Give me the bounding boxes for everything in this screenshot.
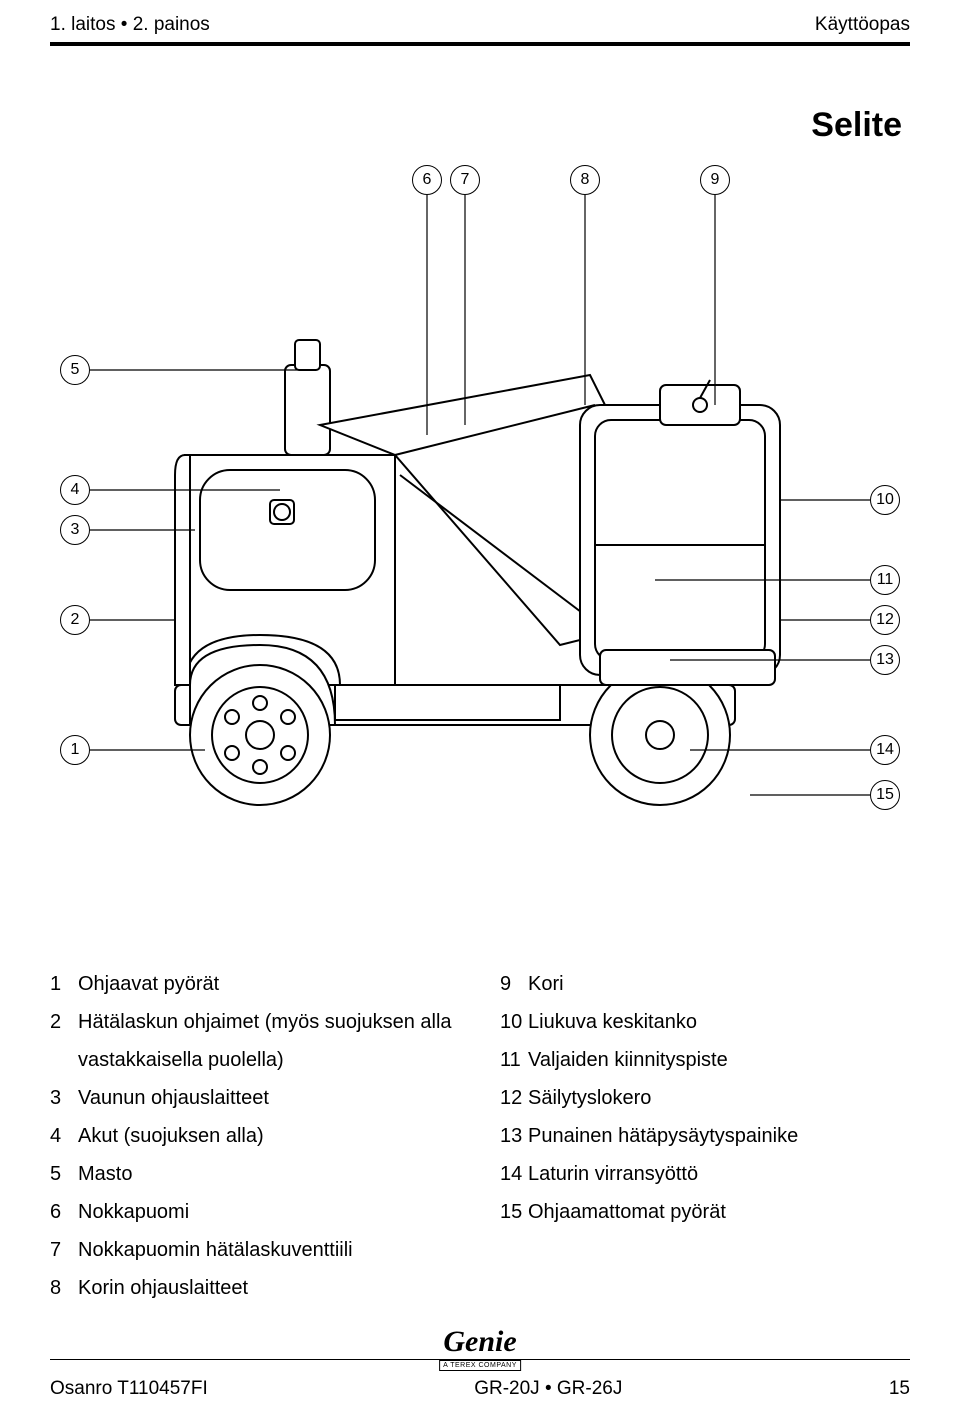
brand-logo: Genie A TEREX COMPANY: [439, 1330, 521, 1372]
legend-item-6: 6Nokkapuomi: [50, 1193, 460, 1231]
legend-item-number: 10: [500, 1003, 528, 1041]
legend-item-number: 11: [500, 1041, 528, 1079]
legend-item-number: 7: [50, 1231, 78, 1269]
legend-item-text: Nokkapuomi: [78, 1193, 460, 1231]
callout-12: 12: [870, 605, 900, 635]
callout-15: 15: [870, 780, 900, 810]
legend: 1Ohjaavat pyörät2Hätälaskun ohjaimet (my…: [0, 935, 960, 1307]
legend-item-number: 6: [50, 1193, 78, 1231]
edition-text: 1. laitos • 2. painos: [50, 14, 210, 36]
callout-5: 5: [60, 355, 90, 385]
page-title: Selite: [0, 46, 960, 155]
legend-item-5: 5Masto: [50, 1155, 460, 1193]
legend-item-10: 10Liukuva keskitanko: [500, 1003, 910, 1041]
page-number: 15: [889, 1378, 910, 1400]
legend-item-number: 13: [500, 1117, 528, 1155]
page-header: 1. laitos • 2. painos Käyttöopas: [0, 0, 960, 42]
legend-item-text: Ohjaamattomat pyörät: [528, 1193, 910, 1231]
callout-4: 4: [60, 475, 90, 505]
callout-13: 13: [870, 645, 900, 675]
part-number: Osanro T110457FI: [50, 1378, 208, 1400]
legend-item-text: Nokkapuomin hätälaskuventtiili: [78, 1231, 460, 1269]
legend-item-number: 8: [50, 1269, 78, 1307]
legend-item-text: Vaunun ohjauslaitteet: [78, 1079, 460, 1117]
doc-type-text: Käyttöopas: [815, 14, 910, 36]
legend-item-text: Laturin virransyöttö: [528, 1155, 910, 1193]
legend-item-text: Valjaiden kiinnityspiste: [528, 1041, 910, 1079]
legend-item-8: 8Korin ohjauslaitteet: [50, 1269, 460, 1307]
legend-item-15: 15Ohjaamattomat pyörät: [500, 1193, 910, 1231]
legend-item-9: 9Kori: [500, 965, 910, 1003]
legend-item-number: 5: [50, 1155, 78, 1193]
machine-diagram: [0, 155, 960, 935]
callout-6: 6: [412, 165, 442, 195]
legend-item-number: 4: [50, 1117, 78, 1155]
legend-item-7: 7Nokkapuomin hätälaskuventtiili: [50, 1231, 460, 1269]
callout-9: 9: [700, 165, 730, 195]
legend-item-number: 14: [500, 1155, 528, 1193]
callout-3: 3: [60, 515, 90, 545]
legend-item-12: 12Säilytyslokero: [500, 1079, 910, 1117]
legend-item-text: Hätälaskun ohjaimet (myös suojuksen alla…: [78, 1003, 460, 1079]
legend-item-13: 13Punainen hätäpysäytyspainike: [500, 1117, 910, 1155]
page-footer: Osanro T110457FI GR-20J • GR-26J 15: [50, 1378, 910, 1400]
legend-item-4: 4Akut (suojuksen alla): [50, 1117, 460, 1155]
legend-item-text: Liukuva keskitanko: [528, 1003, 910, 1041]
legend-item-text: Akut (suojuksen alla): [78, 1117, 460, 1155]
footer-rule: [50, 1359, 910, 1360]
legend-item-1: 1Ohjaavat pyörät: [50, 965, 460, 1003]
legend-item-text: Masto: [78, 1155, 460, 1193]
callout-14: 14: [870, 735, 900, 765]
callout-10: 10: [870, 485, 900, 515]
legend-item-number: 1: [50, 965, 78, 1003]
callout-8: 8: [570, 165, 600, 195]
legend-left-column: 1Ohjaavat pyörät2Hätälaskun ohjaimet (my…: [50, 965, 460, 1307]
legend-right-column: 9Kori10Liukuva keskitanko11Valjaiden kii…: [500, 965, 910, 1307]
legend-item-text: Säilytyslokero: [528, 1079, 910, 1117]
legend-item-text: Kori: [528, 965, 910, 1003]
model-text: GR-20J • GR-26J: [208, 1378, 889, 1400]
legend-item-number: 15: [500, 1193, 528, 1231]
diagram-area: 67 8 9 5 4 3 2 1 10 11 12 13 14 15: [0, 155, 960, 935]
legend-item-11: 11Valjaiden kiinnityspiste: [500, 1041, 910, 1079]
callout-2: 2: [60, 605, 90, 635]
legend-item-2: 2Hätälaskun ohjaimet (myös suojuksen all…: [50, 1003, 460, 1079]
callout-1: 1: [60, 735, 90, 765]
legend-item-number: 2: [50, 1003, 78, 1079]
legend-item-3: 3Vaunun ohjauslaitteet: [50, 1079, 460, 1117]
callout-7: 7: [450, 165, 480, 195]
legend-item-14: 14Laturin virransyöttö: [500, 1155, 910, 1193]
legend-item-number: 3: [50, 1079, 78, 1117]
legend-item-text: Ohjaavat pyörät: [78, 965, 460, 1003]
legend-item-text: Korin ohjauslaitteet: [78, 1269, 460, 1307]
callout-11: 11: [870, 565, 900, 595]
legend-item-number: 12: [500, 1079, 528, 1117]
legend-item-number: 9: [500, 965, 528, 1003]
legend-item-text: Punainen hätäpysäytyspainike: [528, 1117, 910, 1155]
